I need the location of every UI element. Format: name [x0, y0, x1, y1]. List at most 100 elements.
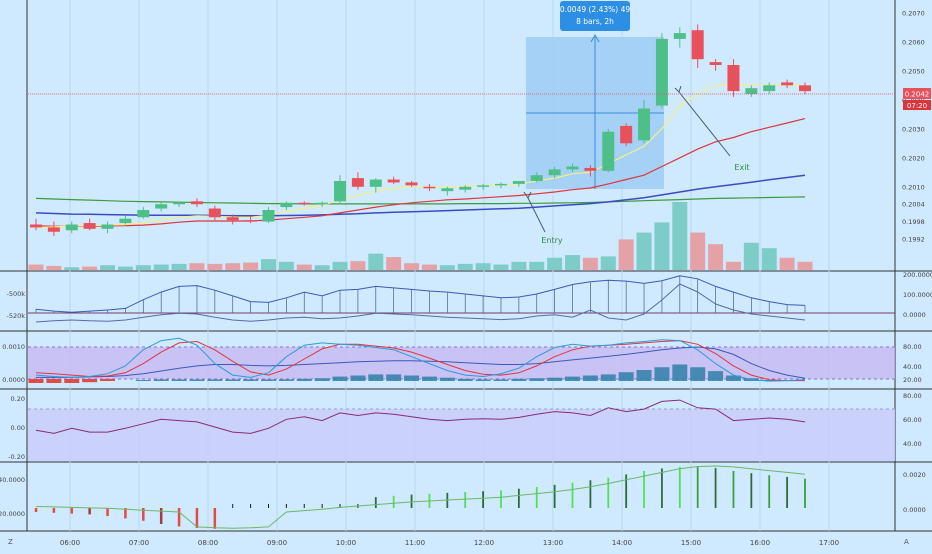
- last-price-tag: 0.2042 07:20: [903, 88, 931, 110]
- candle-body: [512, 181, 525, 184]
- stoch-hist-bar: [547, 377, 563, 381]
- stoch-hist-bar: [243, 379, 259, 381]
- candle-body: [691, 30, 704, 60]
- candle-body: [190, 201, 203, 205]
- price-axis[interactable]: 0.20700.20600.20500.20400.20300.20200.20…: [902, 9, 925, 243]
- stochastic-pane[interactable]: [28, 337, 806, 383]
- stoch-hist-bar: [278, 379, 294, 381]
- stoch-hist-bar: [404, 375, 420, 381]
- timezone-corner[interactable]: Z: [8, 538, 13, 546]
- volume-bar: [511, 261, 527, 270]
- candle-body: [334, 181, 347, 202]
- stoch-hist-bar: [600, 374, 616, 381]
- volume-bar: [672, 202, 688, 270]
- stoch-hist-bar: [260, 379, 276, 381]
- volume-bar: [296, 264, 312, 270]
- bar-countdown: 07:20: [907, 102, 927, 110]
- candle-body: [638, 108, 651, 141]
- rsi-pane[interactable]: [35, 399, 806, 434]
- stoch-hist-bar: [475, 379, 491, 381]
- candle-body: [799, 85, 811, 92]
- candles[interactable]: [30, 24, 811, 237]
- pane-tick: -520k: [6, 312, 25, 320]
- exit-annotation[interactable]: Exit: [674, 85, 750, 172]
- candle-body: [477, 185, 490, 187]
- price-tick: 0.2050: [902, 67, 925, 75]
- volume-bar: [600, 256, 616, 270]
- candle-body: [119, 218, 132, 224]
- entry-pointer: [527, 197, 546, 233]
- stoch-hist-bar: [28, 379, 44, 383]
- stoch-hist-bar: [46, 379, 62, 383]
- volume-bar: [332, 261, 348, 270]
- measure-arrow-icon: [590, 33, 600, 43]
- exit-pointer: [678, 91, 731, 157]
- ma-slow-green-line: [35, 196, 806, 205]
- entry-arrow-icon: [523, 191, 532, 199]
- time-label: 06:00: [60, 539, 80, 547]
- volume-bar: [153, 264, 169, 270]
- candle-body: [280, 202, 293, 208]
- stoch-hist-bar: [100, 379, 116, 381]
- pane-tick: 80.00: [903, 343, 922, 351]
- entry-annotation[interactable]: Entry: [523, 191, 563, 245]
- candle-body: [47, 227, 60, 232]
- price-tick: 0.1992: [902, 236, 925, 244]
- pane-tick: 80.00: [903, 392, 922, 400]
- macd-pane[interactable]: [34, 465, 806, 529]
- stoch-hist-bar: [439, 377, 455, 381]
- time-label: 13:00: [543, 539, 563, 547]
- candle-body: [405, 182, 418, 186]
- entry-label: Entry: [541, 236, 563, 245]
- volume-bar: [725, 261, 741, 270]
- time-label: 16:00: [750, 539, 770, 547]
- candle-body: [602, 131, 615, 171]
- stoch-hist-bar: [511, 378, 527, 381]
- time-label: 17:00: [819, 539, 839, 547]
- stoch-hist-bar: [350, 375, 366, 381]
- stoch-hist-bar: [457, 378, 473, 381]
- stoch-hist-bar: [332, 376, 348, 381]
- stoch-hist-bar: [618, 372, 634, 381]
- stoch-hist-bar: [636, 370, 652, 381]
- pane-tick: 0.0000: [903, 506, 926, 514]
- time-label: 14:00: [612, 539, 632, 547]
- candle-body: [494, 183, 507, 186]
- last-price-value: 0.2042: [905, 91, 930, 99]
- candle-body: [673, 33, 686, 39]
- pane-tick: 40.0000: [0, 476, 25, 484]
- volume-bar: [46, 265, 62, 270]
- candle-body: [620, 125, 633, 144]
- stoch-hist-bar: [171, 379, 187, 381]
- stoch-hist-bar: [654, 367, 670, 381]
- obv-pane[interactable]: [28, 275, 895, 323]
- volume-bar: [529, 261, 545, 270]
- auto-scale-toggle[interactable]: A: [904, 538, 909, 546]
- volume-bar: [207, 263, 223, 270]
- time-label: 12:00: [474, 539, 494, 547]
- measure-callout[interactable]: 0.0049 (2.43%) 49 8 bars, 2h: [560, 1, 630, 31]
- stoch-hist-bar: [761, 379, 777, 381]
- stoch-hist-bar: [314, 378, 330, 381]
- time-label: 09:00: [267, 539, 287, 547]
- candle-body: [530, 175, 543, 181]
- volume-bar: [547, 257, 563, 270]
- stoch-slow-line: [36, 346, 806, 379]
- pane-tick: 0.0000: [903, 311, 926, 319]
- volume-bar: [225, 263, 241, 270]
- pane-tick: 200.0000: [903, 271, 932, 279]
- candle-body: [262, 210, 275, 222]
- stoch-hist-bar: [82, 379, 98, 383]
- pane-tick: 0.00: [11, 424, 25, 432]
- stoch-hist-bar: [135, 379, 151, 381]
- candle-body: [244, 220, 257, 222]
- candle-body: [226, 217, 239, 221]
- pane-tick: -500k: [6, 290, 25, 298]
- time-axis[interactable]: 06:00 07:00 08:00 09:00 10:00 11:00 12:00 13:00…: [60, 539, 839, 547]
- countdown-box: [903, 100, 931, 110]
- volume-bar: [690, 232, 706, 270]
- price-tick: 0.1998: [902, 218, 925, 226]
- candle-body: [101, 224, 114, 229]
